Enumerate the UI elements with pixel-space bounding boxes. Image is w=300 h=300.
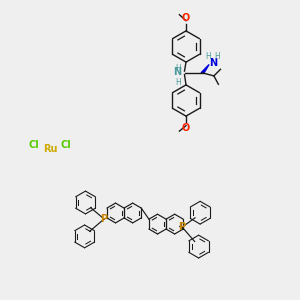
Text: Ru: Ru xyxy=(43,143,57,154)
Text: O: O xyxy=(182,123,190,133)
Polygon shape xyxy=(201,64,209,73)
Text: O: O xyxy=(182,14,190,23)
Text: Cl: Cl xyxy=(28,140,39,150)
Text: H: H xyxy=(214,52,220,61)
Text: P: P xyxy=(178,222,186,232)
Text: H: H xyxy=(176,64,182,73)
Text: N: N xyxy=(209,58,217,68)
Text: H: H xyxy=(175,78,181,87)
Text: N: N xyxy=(173,67,181,77)
Text: P: P xyxy=(100,214,108,224)
Text: Cl: Cl xyxy=(61,140,71,150)
Text: H: H xyxy=(206,52,211,61)
